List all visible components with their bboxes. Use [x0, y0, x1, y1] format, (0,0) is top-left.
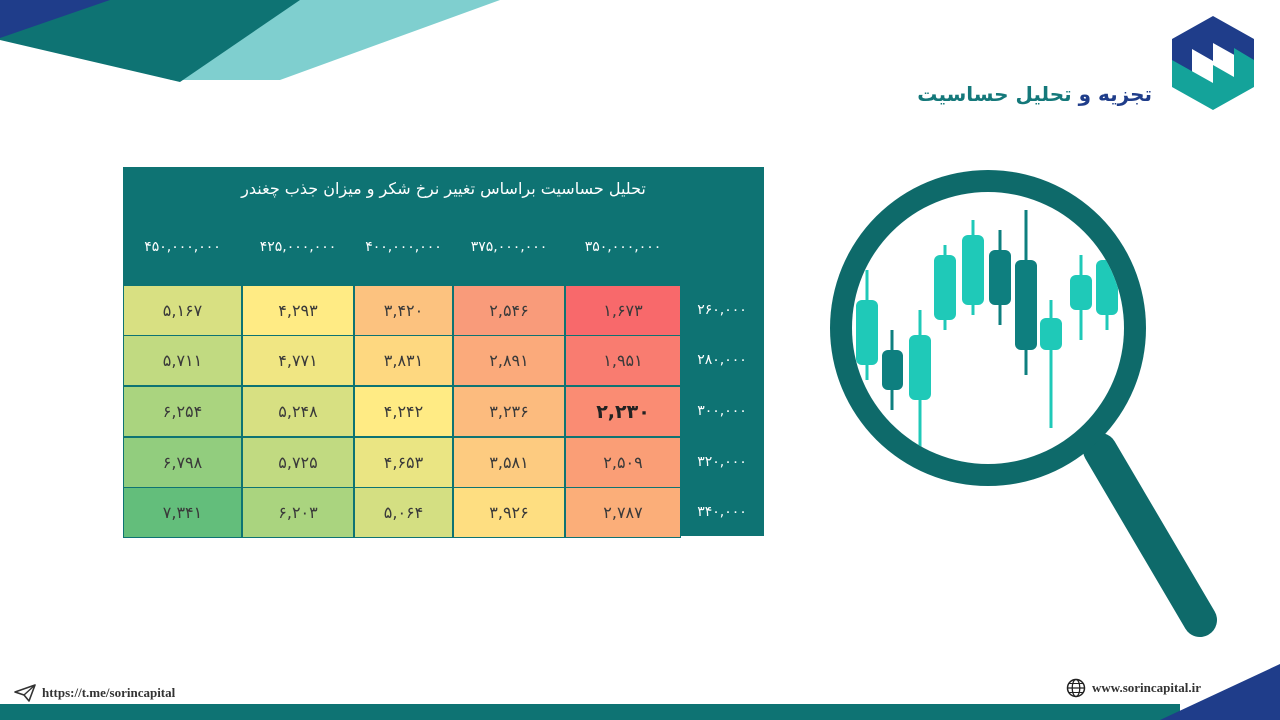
telegram-url[interactable]: https://t.me/sorincapital — [42, 685, 176, 700]
top-decoration — [0, 0, 500, 82]
table-title: تحلیل حساسیت براساس تغییر نرخ شکر و میزا… — [241, 179, 646, 198]
page-title-part1: تجزیه و — [1071, 82, 1152, 106]
bottom-decoration — [0, 664, 1280, 720]
table-cell: ۵,۷۱۱ — [123, 335, 242, 386]
company-logo — [1172, 16, 1254, 110]
column-header: ۴۰۰,۰۰۰,۰۰۰ — [365, 239, 442, 255]
column-header: ۳۵۰,۰۰۰,۰۰۰ — [584, 239, 662, 255]
table-cell: ۱,۶۷۳ — [565, 285, 681, 336]
magnifier-illustration — [830, 170, 1217, 637]
column-header: ۳۷۵,۰۰۰,۰۰۰ — [470, 239, 548, 255]
table-cell: ۶,۷۹۸ — [123, 437, 242, 488]
table-cell: ۳,۲۳۶ — [453, 386, 565, 437]
telegram-icon — [14, 684, 36, 702]
table-cell: ۲,۵۰۹ — [565, 437, 681, 488]
table-cell: ۴,۲۴۲ — [354, 386, 453, 437]
candlestick-icon — [856, 210, 1118, 450]
table-cell: ۷,۳۴۱ — [123, 487, 242, 538]
table-cell: ۲,۵۴۶ — [453, 285, 565, 336]
table-cell: ۴,۲۹۳ — [242, 285, 354, 336]
telegram-link[interactable]: https://t.me/sorincapital — [14, 684, 175, 702]
table-cell: ۵,۰۶۴ — [354, 487, 453, 538]
table-cell: ۲,۸۹۱ — [453, 335, 565, 386]
row-header: ۲۶۰,۰۰۰ — [697, 301, 747, 318]
table-cell: ۲,۲۳۰ — [565, 386, 681, 437]
table-cell: ۲,۷۸۷ — [565, 487, 681, 538]
page-title: تجزیه و تحلیل حساسیت — [917, 82, 1152, 106]
table-cell: ۳,۵۸۱ — [453, 437, 565, 488]
table-cell: ۱,۹۵۱ — [565, 335, 681, 386]
table-cell: ۴,۶۵۳ — [354, 437, 453, 488]
table-cell: ۴,۷۷۱ — [242, 335, 354, 386]
row-header: ۳۰۰,۰۰۰ — [697, 402, 747, 419]
website-url[interactable]: www.sorincapital.ir — [1092, 680, 1202, 695]
table-cell: ۳,۹۲۶ — [453, 487, 565, 538]
sensitivity-table: تحلیل حساسیت براساس تغییر نرخ شکر و میزا… — [123, 167, 764, 538]
page-title-part2: تحلیل حساسیت — [917, 82, 1072, 106]
table-cell: ۶,۲۵۴ — [123, 386, 242, 437]
table-cell: ۵,۷۲۵ — [242, 437, 354, 488]
row-header: ۲۸۰,۰۰۰ — [697, 351, 747, 368]
website-link[interactable]: www.sorincapital.ir — [1066, 678, 1201, 698]
column-header: ۴۵۰,۰۰۰,۰۰۰ — [144, 239, 221, 255]
row-header: ۳۴۰,۰۰۰ — [697, 503, 747, 520]
row-header: ۳۲۰,۰۰۰ — [697, 453, 747, 470]
table-cell: ۵,۱۶۷ — [123, 285, 242, 336]
column-header: ۴۲۵,۰۰۰,۰۰۰ — [259, 239, 337, 255]
globe-icon — [1066, 678, 1086, 698]
table-cell: ۶,۲۰۳ — [242, 487, 354, 538]
table-cell: ۳,۴۲۰ — [354, 285, 453, 336]
table-cell: ۳,۸۳۱ — [354, 335, 453, 386]
table-cell: ۵,۲۴۸ — [242, 386, 354, 437]
